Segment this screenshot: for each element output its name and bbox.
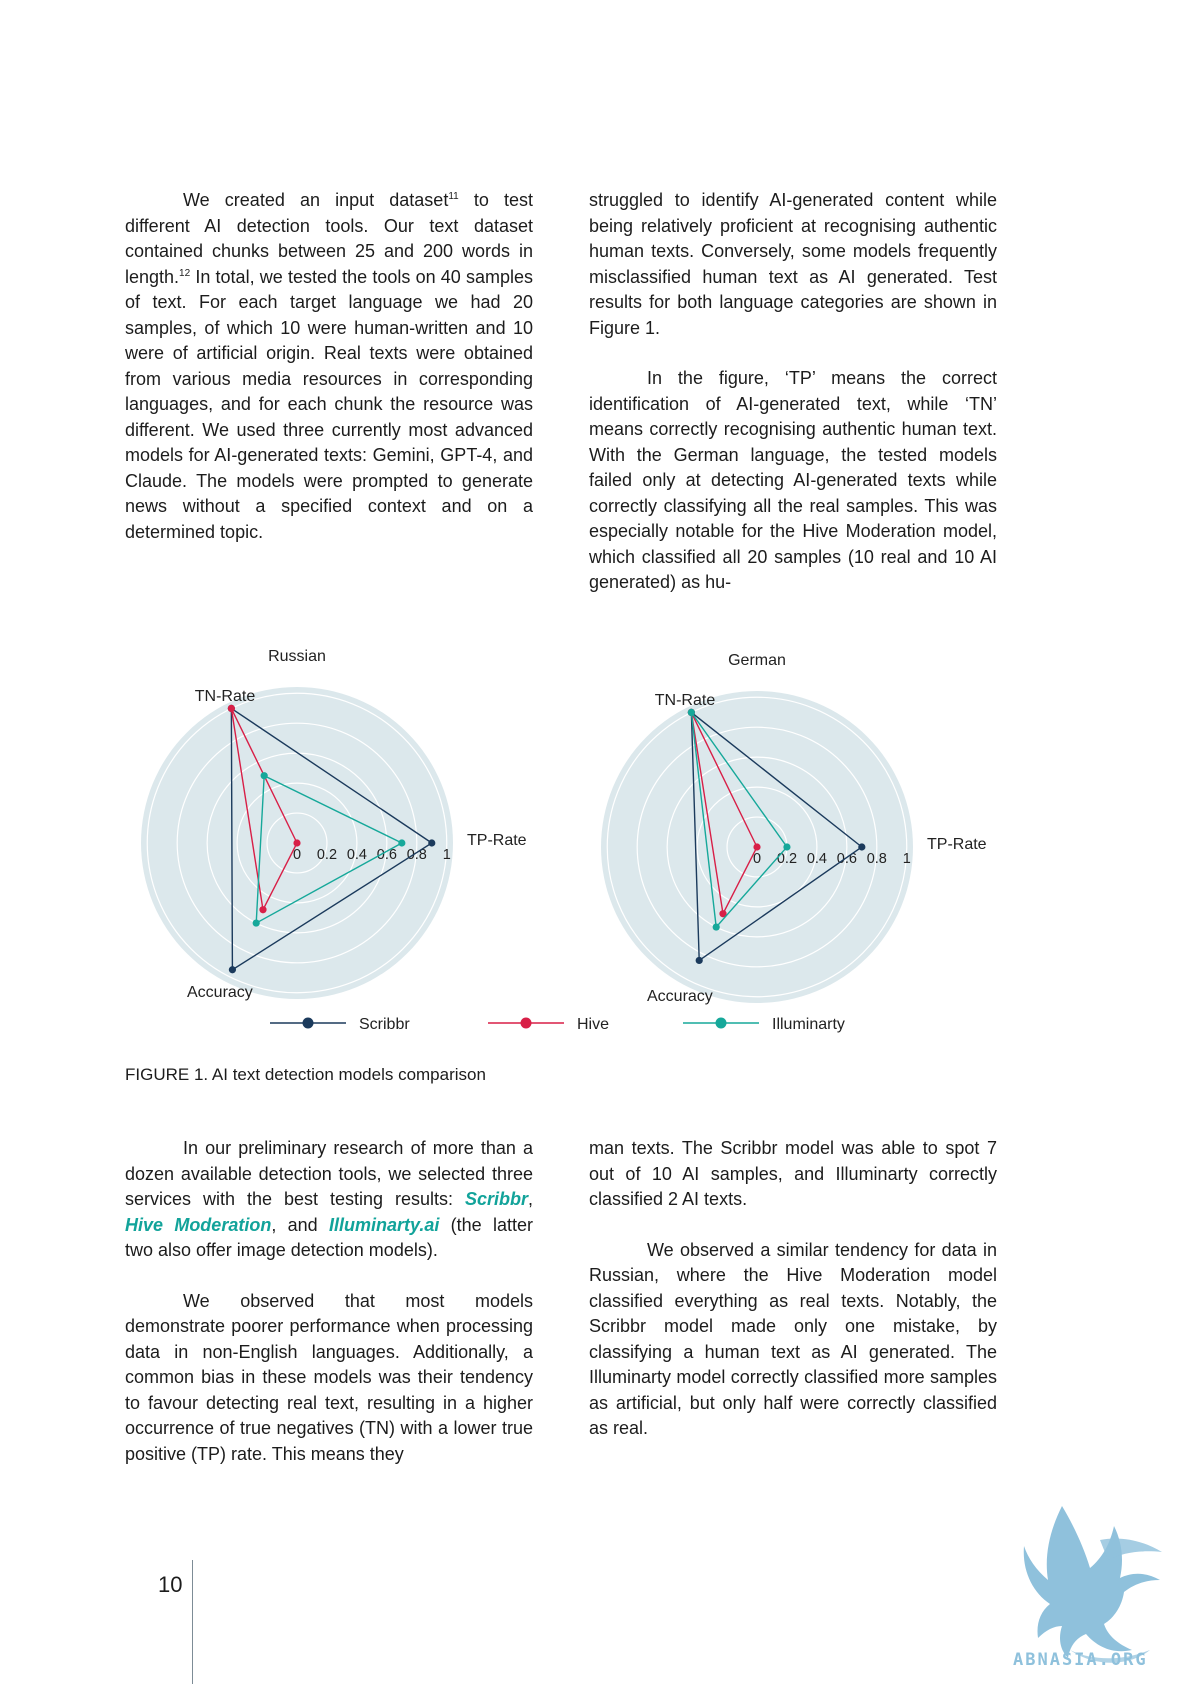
paragraph: man texts. The Scribbr model was able to… [589,1138,997,1209]
radial-tick-label: 0.8 [867,851,887,867]
data-point-scribbr-TP [428,839,436,847]
chart-title: Russian [268,648,326,665]
data-point-hive-TN [227,704,235,712]
data-point-scribbr-TP [858,843,866,851]
footnote-ref[interactable]: 11 [448,191,459,202]
data-point-scribbr-ACC [695,956,703,965]
text-run: , and [271,1214,329,1235]
chart-title: German [728,652,786,669]
radial-tick-label: 1 [903,851,911,867]
radar-chart-german: 0 0.2 0.4 0.6 0.8 1 German TP-Rate TN-Rate Accura… [601,652,987,1005]
text-run: to test different AI detection tools. Ou… [125,190,533,287]
data-point-illuminarty-ACC [712,923,720,931]
axis-label: TN-Rate [195,688,256,705]
radar-gridline [146,692,448,994]
paragraph: We created an input dataset11 to test di… [125,188,533,545]
radar-gridline [636,726,878,968]
radial-tick-label: 0 [753,851,761,867]
data-point-hive-ACC [259,906,267,914]
link-hive-moderation[interactable]: Hive Moderation [125,1214,272,1235]
data-point-scribbr-ACC [228,966,237,974]
axis-label: Accuracy [647,988,713,1005]
legend-label: Hive [577,1016,609,1033]
text-column-2: struggled to identify AI-generated conte… [589,188,997,621]
paragraph: In the figure, ‘TP’ means the correct id… [589,368,997,592]
data-point-hive-ACC [719,910,727,918]
radar-gridline [606,696,908,998]
chart-legend: Scribbr Hive Illuminarty [270,1016,845,1033]
logo-text: ABNASIA.ORG [1013,1650,1148,1670]
radial-tick-label: 0.2 [777,851,797,867]
link-scribbr[interactable]: Scribbr [464,1189,528,1209]
radial-tick-label: 0.4 [347,847,367,863]
radial-tick-label: 1 [443,847,451,863]
radial-tick-label: 0.6 [837,851,857,867]
legend-marker-illuminarty [715,1017,727,1029]
link-illuminarty[interactable]: Illuminarty.ai [328,1214,440,1235]
radar-chart-russian: 0 0.2 0.4 0.6 0.8 1 Russian TP-Rate TN-Rate Accur… [141,648,527,1001]
axis-label: TP-Rate [927,836,987,853]
page-number: 10 [158,1572,183,1597]
text-run: (the latter two also offer image detecti… [125,1214,533,1261]
data-point-illuminarty-TP [398,839,406,847]
radar-gridline [236,782,358,904]
paragraph: We observed a similar tendency for data … [589,1239,997,1439]
figure-caption: FIGURE 1. AI text detection models compa… [125,1065,486,1084]
data-point-illuminarty-TN [687,708,695,716]
radial-tick-label: 0.2 [317,847,337,863]
paragraph: We observed that most models demonstrate… [125,1290,533,1464]
data-point-illuminarty-TN [260,772,268,780]
text-run: We created an input dataset [183,190,449,210]
data-point-illuminarty-TP [783,843,791,851]
legend-marker-scribbr [302,1017,314,1029]
text-run: , [527,1189,533,1209]
griffin-logo-icon [1023,1506,1162,1663]
radar-gridline [666,756,848,938]
text-run: In our preliminary research of more than… [125,1138,533,1209]
radar-gridline [696,786,818,908]
text-column-4: man texts. The Scribbr model was able to… [589,1136,997,1467]
axis-label: TN-Rate [655,692,716,709]
figure-radar-charts: 0 0.2 0.4 0.6 0.8 1 Russian TP-Rate TN-Rate Accur… [141,648,987,1033]
radar-gridline [266,812,328,874]
series-line-scribbr [690,710,864,962]
series-line-hive [690,712,758,916]
series-line-scribbr [230,707,434,972]
text-column-3: In our preliminary research of more than… [125,1136,533,1492]
paragraph: struggled to identify AI-generated conte… [589,190,997,338]
legend-marker-hive [520,1017,532,1029]
radial-tick-label: 0.8 [407,847,427,863]
radial-tick-label: 0 [293,847,301,863]
text-column-1: We created an input dataset11 to test di… [125,188,533,570]
page-divider [192,1560,193,1684]
data-point-illuminarty-ACC [252,919,260,927]
legend-label: Illuminarty [772,1016,845,1033]
axis-label: Accuracy [187,984,253,1001]
series-line-illuminarty [690,711,788,929]
series-line-illuminarty [255,774,404,925]
radial-tick-label: 0.4 [807,851,827,867]
radar-gridline [176,722,418,964]
paragraph: In our preliminary research of more than… [125,1136,533,1264]
data-point-hive-TP [293,839,301,847]
footnote-ref[interactable]: 12 [179,267,191,279]
legend-label: Scribbr [359,1016,410,1033]
text-run: In total, we tested the tools on 40 samp… [125,266,533,542]
radial-tick-label: 0.6 [377,847,397,863]
axis-label: TP-Rate [467,832,527,849]
data-point-hive-TP [753,843,761,851]
